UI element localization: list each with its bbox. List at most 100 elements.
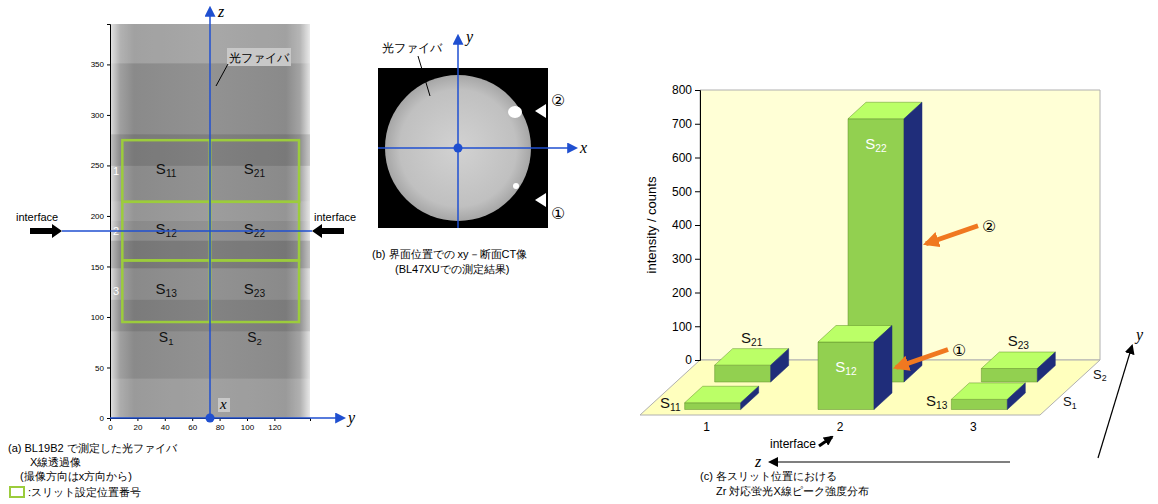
- axis-name: y: [464, 28, 474, 46]
- tick-mark: [107, 216, 110, 217]
- tick-mark: [695, 293, 700, 294]
- axis-name: y: [346, 409, 356, 427]
- slit-box: [210, 140, 299, 202]
- label-part: S: [865, 135, 875, 152]
- tick-label: 400: [672, 218, 692, 232]
- tick-mark: [695, 259, 700, 260]
- label-part: S: [741, 329, 751, 346]
- tick-label: 200: [91, 212, 105, 221]
- axis-name: z: [754, 453, 762, 470]
- bar-label: S13: [926, 392, 948, 411]
- legend-label: :スリット設定位置番号: [28, 486, 141, 498]
- bar-3d: [818, 326, 892, 410]
- z-arrow: [770, 461, 1010, 462]
- bar-front: [981, 369, 1037, 383]
- bar-3d: [685, 386, 759, 409]
- category-label: 1: [703, 420, 710, 434]
- origin-dot: [206, 414, 215, 423]
- tick-mark: [107, 418, 110, 419]
- caption: Zr 対応蛍光X線ピーク強度分布: [716, 485, 869, 497]
- interface-marker: [819, 437, 832, 446]
- marker-label: ①: [551, 205, 565, 222]
- tick-label: 60: [188, 423, 197, 432]
- column-label: S1: [159, 329, 174, 347]
- slit-box: [122, 260, 210, 322]
- tick-label: 0: [108, 423, 113, 432]
- label-part: S: [835, 358, 845, 375]
- marker-label: ②: [551, 92, 565, 109]
- slit-label: S12: [155, 220, 177, 239]
- z-arrow: [209, 8, 211, 418]
- caption: (a) BL19B2 で測定した光ファイバ: [8, 442, 178, 454]
- category-label: 3: [970, 420, 977, 434]
- image-z-axis-tick: 350: [91, 60, 110, 69]
- leader-line: [418, 56, 430, 96]
- caption: X線透過像: [30, 456, 81, 468]
- caption: (BL47XUでの測定結果): [395, 263, 509, 275]
- y-arrow: [457, 36, 459, 228]
- label-part: S: [155, 280, 165, 297]
- pointer-arrow: [926, 226, 978, 244]
- panel-c: 0100200300400500600700800intensity / cou…: [640, 83, 1144, 497]
- bar-label: S12: [835, 358, 857, 377]
- tick-label: 800: [672, 83, 692, 97]
- caption: (撮像方向はx方向から): [20, 470, 132, 482]
- series-label: S2: [1093, 367, 1107, 384]
- slit-box: [210, 260, 299, 322]
- image-z-axis-tick: 150: [91, 263, 110, 272]
- interface-label: interface: [314, 211, 356, 223]
- axis-name: y: [1134, 326, 1144, 344]
- label-part: S: [244, 160, 254, 177]
- label-part: 2: [257, 336, 262, 347]
- bar-front: [951, 399, 1007, 409]
- tick-label: 120: [268, 423, 282, 432]
- tick-mark: [695, 326, 700, 327]
- tick-mark: [107, 266, 110, 267]
- tick-mark: [107, 165, 110, 166]
- bar-3d: [715, 349, 789, 382]
- slit-label: S21: [244, 160, 266, 179]
- bar-3d: [951, 383, 1025, 410]
- bar-front: [685, 403, 741, 410]
- label-part: S: [155, 220, 165, 237]
- tick-label: 200: [672, 286, 692, 300]
- value-axis-tick: 500: [672, 185, 700, 199]
- tick-label: 80: [216, 423, 225, 432]
- image-y-axis-tick: 80: [216, 418, 225, 432]
- x-arrow: [378, 147, 576, 149]
- image-y-axis-tick: 0: [108, 418, 113, 432]
- tick-label: 100: [91, 313, 105, 322]
- label-part: S: [1093, 367, 1102, 382]
- tick-label: 50: [95, 364, 104, 373]
- tick-label: 100: [672, 320, 692, 334]
- interface-marker: [312, 224, 344, 238]
- image-z-axis-tick: 250: [91, 161, 110, 170]
- label-part: S: [244, 220, 254, 237]
- tick-label: 300: [91, 111, 105, 120]
- slit-label: S23: [244, 280, 266, 299]
- tick-label: 20: [133, 423, 142, 432]
- fiber-label: 光ファイバ: [229, 51, 290, 65]
- bar-front: [818, 342, 874, 410]
- bright-spot: [508, 106, 522, 118]
- bar-side: [1007, 383, 1025, 410]
- slit-label: S11: [156, 160, 177, 179]
- tick-label: 350: [91, 60, 105, 69]
- column-label: S2: [247, 329, 262, 347]
- image-z-axis-tick: 200: [91, 212, 110, 221]
- tick-mark: [107, 317, 110, 318]
- label-patch: [227, 48, 291, 66]
- legend-swatch: [10, 487, 24, 497]
- tick-mark: [695, 225, 700, 226]
- bar-side: [771, 349, 789, 382]
- label-part: 1: [1072, 401, 1077, 411]
- label-part: S: [244, 280, 254, 297]
- origin-dot: [454, 144, 463, 153]
- figure: 050100150200250300350020406080100120S11S…: [0, 0, 1158, 504]
- label-part: S: [156, 160, 166, 177]
- value-axis-line: [695, 91, 701, 361]
- row-label: 3: [113, 285, 119, 297]
- tick-mark: [107, 367, 110, 368]
- bar-front: [715, 365, 771, 382]
- series-label: S1: [1063, 394, 1077, 411]
